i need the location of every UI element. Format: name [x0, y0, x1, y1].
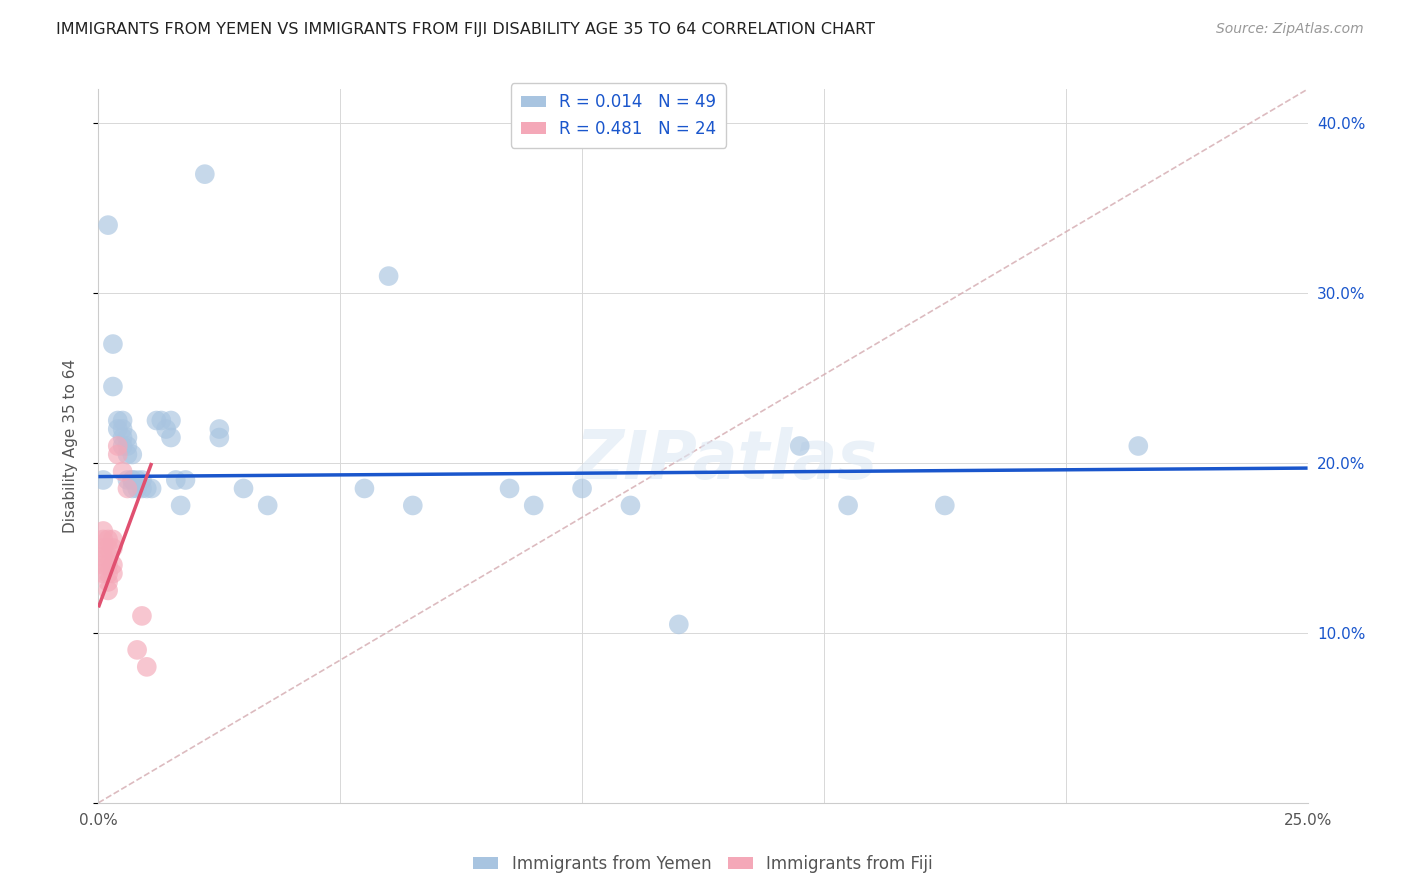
Point — [107, 413, 129, 427]
Point — [91, 566, 114, 581]
Point — [97, 541, 120, 555]
Point — [111, 465, 134, 479]
Point — [523, 499, 546, 513]
Point — [117, 439, 139, 453]
Point — [208, 430, 231, 444]
Point — [174, 473, 197, 487]
Point — [91, 541, 114, 555]
Point — [97, 533, 120, 547]
Legend: Immigrants from Yemen, Immigrants from Fiji: Immigrants from Yemen, Immigrants from F… — [467, 848, 939, 880]
Point — [127, 643, 149, 657]
Point — [498, 482, 520, 496]
Point — [145, 413, 167, 427]
Point — [256, 499, 278, 513]
Point — [141, 482, 163, 496]
Point — [97, 558, 120, 572]
Point — [101, 337, 124, 351]
Point — [101, 541, 124, 555]
Point — [111, 413, 134, 427]
Point — [571, 482, 593, 496]
Point — [111, 439, 134, 453]
Text: ZIPatlas: ZIPatlas — [576, 427, 879, 493]
Point — [97, 583, 120, 598]
Point — [127, 473, 149, 487]
Point — [91, 549, 114, 564]
Point — [232, 482, 254, 496]
Point — [377, 269, 399, 284]
Point — [160, 430, 183, 444]
Legend: R = 0.014   N = 49, R = 0.481   N = 24: R = 0.014 N = 49, R = 0.481 N = 24 — [510, 83, 725, 147]
Point — [837, 499, 859, 513]
Point — [121, 482, 143, 496]
Point — [101, 558, 124, 572]
Point — [127, 482, 149, 496]
Point — [160, 413, 183, 427]
Point — [91, 558, 114, 572]
Point — [91, 473, 114, 487]
Point — [97, 218, 120, 232]
Point — [619, 499, 641, 513]
Point — [117, 473, 139, 487]
Point — [169, 499, 191, 513]
Point — [101, 566, 124, 581]
Point — [131, 482, 153, 496]
Point — [402, 499, 425, 513]
Point — [353, 482, 375, 496]
Point — [111, 422, 134, 436]
Point — [155, 422, 177, 436]
Point — [111, 430, 134, 444]
Point — [1128, 439, 1150, 453]
Point — [107, 439, 129, 453]
Point — [208, 422, 231, 436]
Point — [97, 566, 120, 581]
Point — [117, 448, 139, 462]
Point — [117, 430, 139, 444]
Point — [131, 608, 153, 623]
Point — [101, 533, 124, 547]
Point — [150, 413, 173, 427]
Point — [121, 473, 143, 487]
Point — [934, 499, 956, 513]
Point — [107, 422, 129, 436]
Point — [121, 448, 143, 462]
Text: Source: ZipAtlas.com: Source: ZipAtlas.com — [1216, 22, 1364, 37]
Point — [97, 549, 120, 564]
Point — [91, 533, 114, 547]
Point — [135, 660, 157, 674]
Point — [117, 482, 139, 496]
Point — [789, 439, 811, 453]
Point — [107, 448, 129, 462]
Point — [91, 524, 114, 538]
Point — [668, 617, 690, 632]
Point — [97, 574, 120, 589]
Point — [165, 473, 187, 487]
Point — [131, 473, 153, 487]
Point — [101, 379, 124, 393]
Point — [121, 473, 143, 487]
Text: IMMIGRANTS FROM YEMEN VS IMMIGRANTS FROM FIJI DISABILITY AGE 35 TO 64 CORRELATIO: IMMIGRANTS FROM YEMEN VS IMMIGRANTS FROM… — [56, 22, 876, 37]
Point — [135, 482, 157, 496]
Point — [194, 167, 217, 181]
Y-axis label: Disability Age 35 to 64: Disability Age 35 to 64 — [63, 359, 77, 533]
